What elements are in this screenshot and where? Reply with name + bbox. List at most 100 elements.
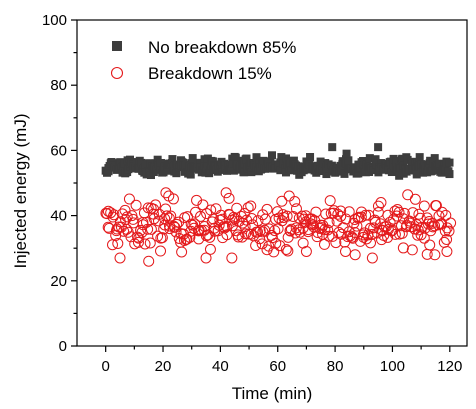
x-tick-label: 120 xyxy=(437,358,462,375)
breakdown-point xyxy=(259,213,271,225)
no-breakdown-point xyxy=(268,151,276,160)
breakdown-point xyxy=(283,190,295,202)
breakdown-point xyxy=(441,245,453,257)
breakdown-point xyxy=(443,225,455,237)
breakdown-point xyxy=(415,229,427,241)
breakdown-point xyxy=(133,232,145,244)
x-tick-label: 40 xyxy=(212,358,229,375)
y-tick-label: 0 xyxy=(59,338,67,355)
breakdown-point xyxy=(287,210,299,222)
breakdown-point xyxy=(112,237,124,249)
breakdown-point xyxy=(328,205,340,217)
breakdown-point xyxy=(318,238,330,250)
no-breakdown-point xyxy=(430,154,439,163)
breakdown-point xyxy=(335,228,347,240)
x-tick-label: 0 xyxy=(102,358,110,375)
breakdown-point xyxy=(351,220,363,232)
breakdown-point xyxy=(273,212,285,224)
breakdown-point xyxy=(369,214,381,226)
breakdown-point xyxy=(386,225,398,237)
breakdown-point xyxy=(272,206,284,218)
breakdown-point xyxy=(274,240,286,252)
breakdown-point xyxy=(223,192,235,204)
breakdown-point xyxy=(375,197,387,209)
breakdown-point xyxy=(220,220,232,232)
no-breakdown-point xyxy=(445,170,454,179)
breakdown-point xyxy=(119,204,131,216)
breakdown-point xyxy=(406,244,418,256)
breakdown-point xyxy=(339,245,351,257)
breakdown-point xyxy=(327,230,339,242)
breakdown-point xyxy=(418,200,430,212)
breakdown-point xyxy=(409,193,421,205)
breakdown-point xyxy=(433,210,445,222)
breakdown-point xyxy=(135,224,147,236)
breakdown-point xyxy=(121,211,133,223)
breakdown-point xyxy=(226,252,238,264)
no-breakdown-point xyxy=(137,158,146,167)
legend-marker-no-breakdown xyxy=(112,41,122,51)
no-breakdown-point xyxy=(322,170,331,179)
breakdown-point xyxy=(347,232,359,244)
no-breakdown-point xyxy=(116,158,125,167)
no-breakdown-point xyxy=(392,157,401,166)
breakdown-point xyxy=(323,230,335,242)
breakdown-point xyxy=(300,245,312,257)
no-breakdown-point xyxy=(188,154,197,163)
breakdown-point xyxy=(310,206,322,218)
breakdown-point xyxy=(221,229,233,241)
breakdown-point xyxy=(332,208,344,220)
no-breakdown-point xyxy=(240,159,249,168)
no-breakdown-point xyxy=(242,154,251,163)
breakdown-point xyxy=(163,190,175,202)
no-breakdown-point xyxy=(342,149,351,158)
breakdown-point xyxy=(396,227,408,239)
no-breakdown-point xyxy=(306,152,315,161)
breakdown-point xyxy=(389,228,401,240)
breakdown-point xyxy=(242,202,254,214)
breakdown-point xyxy=(171,218,183,230)
legend-label-no-breakdown: No breakdown 85% xyxy=(148,38,296,57)
breakdown-point xyxy=(185,225,197,237)
no-breakdown-point xyxy=(403,155,412,164)
x-axis-ticks: 0 20 40 60 80 100 120 xyxy=(102,346,462,375)
y-axis-ticks: 0 20 40 60 80 100 xyxy=(42,12,77,355)
breakdown-point xyxy=(391,204,403,216)
no-breakdown-point xyxy=(395,171,404,180)
breakdown-point xyxy=(300,210,312,222)
breakdown-point xyxy=(142,223,154,235)
breakdown-point xyxy=(240,228,252,240)
no-breakdown-point xyxy=(435,159,444,168)
breakdown-point xyxy=(384,216,396,228)
breakdown-point xyxy=(308,221,320,233)
x-tick-label: 80 xyxy=(327,358,344,375)
breakdown-point xyxy=(424,239,436,251)
no-breakdown-point xyxy=(344,156,353,165)
breakdown-point xyxy=(282,245,294,257)
breakdown-point xyxy=(163,212,175,224)
breakdown-point xyxy=(441,233,453,245)
breakdown-point xyxy=(366,228,378,240)
breakdown-point xyxy=(281,210,293,222)
breakdown-point xyxy=(108,209,120,221)
breakdown-point xyxy=(343,206,355,218)
y-tick-label: 100 xyxy=(42,12,67,29)
breakdown-point xyxy=(118,225,130,237)
legend-label-breakdown: Breakdown 15% xyxy=(148,64,272,83)
breakdown-point xyxy=(125,231,137,243)
breakdown-point xyxy=(235,210,247,222)
y-tick-label: 60 xyxy=(50,142,67,159)
data-points xyxy=(100,143,457,267)
breakdown-point xyxy=(245,200,257,212)
breakdown-point xyxy=(430,200,442,212)
no-breakdown-point xyxy=(337,165,346,174)
breakdown-point xyxy=(170,226,182,238)
no-breakdown-point xyxy=(202,164,211,173)
breakdown-point xyxy=(195,210,207,222)
breakdown-point xyxy=(372,200,384,212)
breakdown-point xyxy=(161,210,173,222)
breakdown-point xyxy=(193,233,205,245)
breakdown-point xyxy=(219,222,231,234)
no-breakdown-point xyxy=(374,143,383,152)
legend: No breakdown 85% Breakdown 15% xyxy=(110,38,296,83)
